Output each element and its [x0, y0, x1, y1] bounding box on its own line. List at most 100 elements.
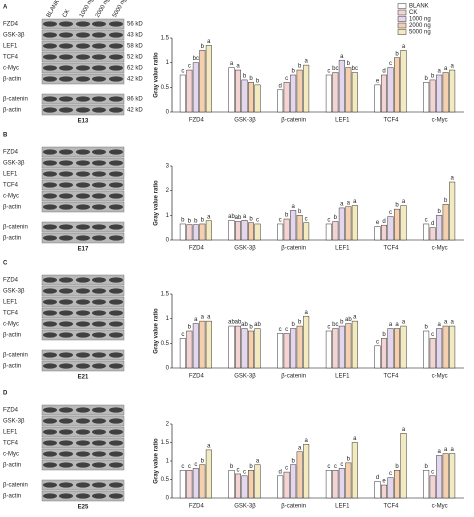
blot-band [92, 493, 106, 499]
significance-letter: bc [352, 66, 358, 72]
blot-band [92, 321, 106, 327]
blot-band [109, 76, 123, 82]
significance-letter: a [207, 315, 211, 321]
blot-row-label: FZD4 [3, 150, 19, 156]
bar [400, 325, 407, 369]
bar [283, 471, 290, 499]
blot-band [43, 107, 57, 113]
y-tick-label: 0.5 [161, 477, 170, 483]
blot-band [92, 418, 106, 424]
significance-letter: d [382, 219, 385, 225]
x-tick-label: TCF4 [384, 246, 400, 252]
blot-band [43, 440, 57, 446]
blot-band [43, 299, 57, 305]
blot-band [109, 65, 123, 71]
x-tick-label: TCF4 [384, 374, 400, 380]
bar [179, 338, 186, 369]
blot-band [76, 482, 90, 488]
significance-letter: d [278, 469, 281, 475]
blot-band [92, 43, 106, 49]
bar [235, 69, 241, 113]
bar [241, 220, 248, 241]
lane-label: CK [62, 9, 71, 19]
blot-band [109, 429, 123, 435]
bar [449, 181, 456, 241]
blot-band [109, 204, 123, 210]
significance-letter: b [395, 464, 399, 470]
significance-letter: bc [332, 66, 338, 72]
significance-letter: b [291, 322, 295, 328]
bar [400, 205, 407, 241]
blot-band [59, 363, 73, 369]
blot-row-label: c-Myc [3, 66, 19, 72]
significance-letter: a [353, 199, 357, 205]
significance-letter: c [181, 69, 184, 75]
blot-row-label: GSK-3β [3, 33, 25, 39]
y-tick-label: 1.5 [161, 36, 170, 42]
significance-letter: a [291, 204, 295, 210]
bar [325, 223, 332, 241]
blot-band [92, 440, 106, 446]
blot-band [92, 76, 106, 82]
blot-band [59, 235, 73, 241]
blot-band [109, 54, 123, 60]
blot-band [76, 43, 90, 49]
significance-letter: a [444, 320, 448, 326]
x-tick-label: FZD4 [189, 504, 205, 510]
blot-band [59, 76, 73, 82]
blot-band [43, 21, 57, 27]
blot-band [43, 310, 57, 316]
significance-letter: d [431, 221, 434, 227]
x-tick-label: TCF4 [384, 118, 400, 124]
blot-row-label: β-actin [3, 494, 21, 500]
significance-letter: b [291, 69, 295, 75]
blot-band [59, 96, 73, 102]
bar [332, 470, 339, 499]
bar [442, 72, 449, 113]
x-tick-label: c-Myc [432, 118, 448, 124]
significance-letter: b [201, 44, 205, 50]
significance-letter: a [353, 315, 357, 321]
significance-letter: a [304, 438, 308, 444]
bar [235, 325, 241, 369]
blot-band [109, 277, 123, 283]
bar [254, 464, 261, 499]
blot-band [109, 462, 123, 468]
x-tick-label: LEF1 [335, 374, 350, 380]
significance-letter: a [437, 449, 441, 455]
blot-band [59, 149, 73, 155]
blot-band [76, 32, 90, 38]
bar [277, 89, 284, 113]
blot-band [109, 299, 123, 305]
blot-band [43, 277, 57, 283]
significance-letter: b [188, 218, 192, 224]
blot-band [43, 54, 57, 60]
bar [374, 84, 381, 113]
significance-letter: c [389, 210, 392, 216]
bar [296, 215, 303, 241]
blot-band [59, 204, 73, 210]
blot-row-label: TCF4 [3, 183, 19, 189]
significance-letter: b [201, 458, 205, 464]
y-tick-label: 1 [166, 213, 170, 219]
bar [387, 67, 394, 113]
significance-letter: c [425, 218, 428, 224]
blot-band [76, 149, 90, 155]
bar [381, 224, 387, 241]
significance-letter: c [327, 69, 330, 75]
significance-letter: b [249, 216, 253, 222]
bar [381, 338, 387, 369]
significance-letter: ab [345, 317, 352, 323]
bar [241, 79, 248, 113]
significance-letter: b [298, 320, 302, 326]
blot-band [43, 171, 57, 177]
bar [277, 333, 284, 369]
bar [241, 475, 248, 499]
blot-band [76, 96, 90, 102]
bar [394, 328, 400, 369]
significance-letter: ab [235, 320, 242, 326]
y-tick-label: 3 [166, 164, 170, 170]
bar [205, 449, 212, 499]
x-tick-label: FZD4 [189, 118, 205, 124]
blot-band [76, 462, 90, 468]
